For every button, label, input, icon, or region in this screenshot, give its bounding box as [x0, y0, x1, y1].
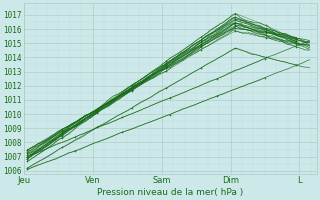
X-axis label: Pression niveau de la mer( hPa ): Pression niveau de la mer( hPa ): [97, 188, 244, 197]
